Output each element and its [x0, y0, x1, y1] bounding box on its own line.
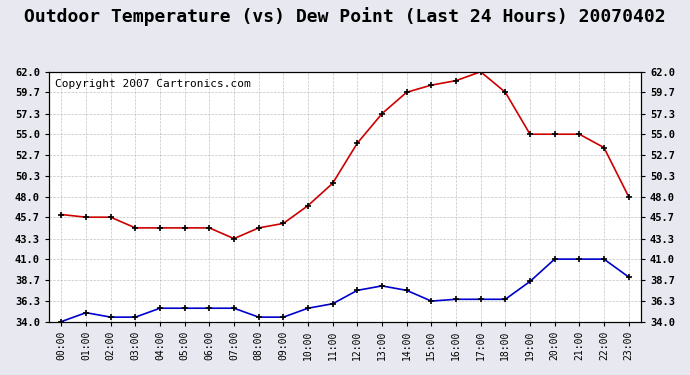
- Text: Copyright 2007 Cartronics.com: Copyright 2007 Cartronics.com: [55, 79, 250, 89]
- Text: Outdoor Temperature (vs) Dew Point (Last 24 Hours) 20070402: Outdoor Temperature (vs) Dew Point (Last…: [24, 8, 666, 27]
